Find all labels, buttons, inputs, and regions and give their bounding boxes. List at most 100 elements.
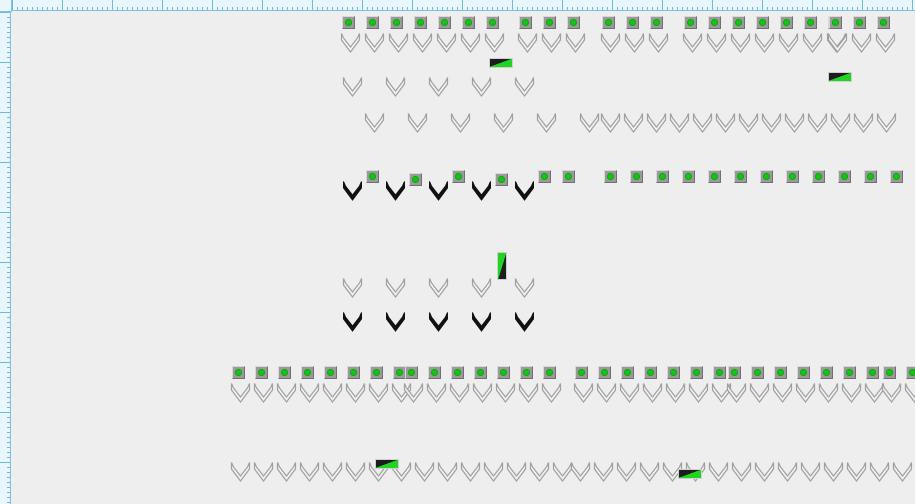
chevron-down-outline-icon[interactable] <box>593 461 614 483</box>
green-indicator-button-icon[interactable] <box>708 170 721 183</box>
chevron-down-outline-icon[interactable] <box>276 461 297 483</box>
chevron-down-filled-icon[interactable] <box>514 180 535 202</box>
chevron-down-outline-icon[interactable] <box>529 461 550 483</box>
chevron-down-outline-icon[interactable] <box>364 32 385 54</box>
chevron-down-outline-icon[interactable] <box>460 32 481 54</box>
chevron-down-outline-icon[interactable] <box>276 382 297 404</box>
green-indicator-button-icon[interactable] <box>797 366 810 379</box>
chevron-down-outline-icon[interactable] <box>345 461 366 483</box>
horizontal-ruler[interactable] <box>0 0 915 11</box>
green-indicator-button-icon[interactable] <box>452 170 465 183</box>
green-indicator-button-icon[interactable] <box>366 170 379 183</box>
green-indicator-button-icon[interactable] <box>278 366 291 379</box>
chevron-down-outline-icon[interactable] <box>460 461 481 483</box>
chevron-down-outline-icon[interactable] <box>619 382 640 404</box>
chevron-down-outline-icon[interactable] <box>414 461 435 483</box>
chevron-down-outline-icon[interactable] <box>368 382 389 404</box>
chevron-down-outline-icon[interactable] <box>682 32 703 54</box>
green-indicator-button-icon[interactable] <box>751 366 764 379</box>
gradient-bar-horizontal-icon[interactable] <box>375 459 399 469</box>
chevron-down-outline-icon[interactable] <box>864 382 885 404</box>
chevron-down-outline-icon[interactable] <box>388 32 409 54</box>
green-indicator-button-icon[interactable] <box>370 366 383 379</box>
chevron-down-outline-icon[interactable] <box>669 112 690 134</box>
chevron-down-outline-icon[interactable] <box>711 382 732 404</box>
chevron-down-outline-icon[interactable] <box>518 382 539 404</box>
chevron-down-filled-icon[interactable] <box>471 311 492 333</box>
chevron-down-outline-icon[interactable] <box>904 382 915 404</box>
chevron-down-outline-icon[interactable] <box>738 112 759 134</box>
chevron-down-filled-icon[interactable] <box>428 180 449 202</box>
chevron-down-outline-icon[interactable] <box>322 461 343 483</box>
chevron-down-outline-icon[interactable] <box>407 112 428 134</box>
green-indicator-button-icon[interactable] <box>538 170 551 183</box>
green-indicator-button-icon[interactable] <box>644 366 657 379</box>
chevron-down-outline-icon[interactable] <box>616 461 637 483</box>
green-indicator-button-icon[interactable] <box>462 16 475 29</box>
chevron-down-outline-icon[interactable] <box>876 112 897 134</box>
green-indicator-button-icon[interactable] <box>301 366 314 379</box>
green-indicator-button-icon[interactable] <box>734 170 747 183</box>
chevron-down-outline-icon[interactable] <box>818 382 839 404</box>
green-indicator-button-icon[interactable] <box>486 16 499 29</box>
green-indicator-button-icon[interactable] <box>366 16 379 29</box>
green-indicator-button-icon[interactable] <box>414 16 427 29</box>
chevron-down-outline-icon[interactable] <box>623 112 644 134</box>
chevron-down-outline-icon[interactable] <box>450 112 471 134</box>
canvas-drawing-area[interactable] <box>12 12 915 504</box>
chevron-down-outline-icon[interactable] <box>881 382 902 404</box>
gradient-bar-vertical-icon[interactable] <box>497 252 507 280</box>
chevron-down-outline-icon[interactable] <box>851 32 872 54</box>
green-indicator-button-icon[interactable] <box>520 366 533 379</box>
green-indicator-button-icon[interactable] <box>866 366 879 379</box>
green-indicator-button-icon[interactable] <box>774 366 787 379</box>
chevron-down-outline-icon[interactable] <box>428 76 449 98</box>
chevron-down-outline-icon[interactable] <box>322 382 343 404</box>
chevron-down-outline-icon[interactable] <box>565 32 586 54</box>
green-indicator-button-icon[interactable] <box>690 366 703 379</box>
chevron-down-outline-icon[interactable] <box>648 32 669 54</box>
chevron-down-outline-icon[interactable] <box>495 382 516 404</box>
green-indicator-button-icon[interactable] <box>562 170 575 183</box>
chevron-down-filled-icon[interactable] <box>342 311 363 333</box>
green-indicator-button-icon[interactable] <box>543 16 556 29</box>
chevron-down-outline-icon[interactable] <box>688 382 709 404</box>
chevron-down-outline-icon[interactable] <box>493 112 514 134</box>
chevron-down-outline-icon[interactable] <box>754 461 775 483</box>
green-indicator-button-icon[interactable] <box>575 366 588 379</box>
green-indicator-button-icon[interactable] <box>604 170 617 183</box>
chevron-down-outline-icon[interactable] <box>299 382 320 404</box>
chevron-down-outline-icon[interactable] <box>428 277 449 299</box>
green-indicator-button-icon[interactable] <box>829 16 842 29</box>
chevron-down-outline-icon[interactable] <box>706 32 727 54</box>
green-indicator-button-icon[interactable] <box>682 170 695 183</box>
green-indicator-button-icon[interactable] <box>438 16 451 29</box>
chevron-down-outline-icon[interactable] <box>472 382 493 404</box>
chevron-down-outline-icon[interactable] <box>364 112 385 134</box>
green-indicator-button-icon[interactable] <box>598 366 611 379</box>
chevron-down-outline-icon[interactable] <box>342 76 363 98</box>
chevron-down-outline-icon[interactable] <box>730 32 751 54</box>
chevron-down-outline-icon[interactable] <box>807 112 828 134</box>
green-indicator-button-icon[interactable] <box>853 16 866 29</box>
green-indicator-button-icon[interactable] <box>543 366 556 379</box>
gradient-bar-horizontal-icon[interactable] <box>828 72 852 82</box>
green-indicator-button-icon[interactable] <box>713 366 726 379</box>
chevron-down-filled-icon[interactable] <box>342 180 363 202</box>
green-indicator-button-icon[interactable] <box>621 366 634 379</box>
chevron-down-outline-icon[interactable] <box>784 112 805 134</box>
green-indicator-button-icon[interactable] <box>864 170 877 183</box>
chevron-down-outline-icon[interactable] <box>541 32 562 54</box>
green-indicator-button-icon[interactable] <box>630 170 643 183</box>
gradient-bar-horizontal-icon[interactable] <box>678 469 702 479</box>
chevron-down-outline-icon[interactable] <box>875 32 896 54</box>
green-indicator-button-icon[interactable] <box>877 16 890 29</box>
green-indicator-button-icon[interactable] <box>780 16 793 29</box>
gradient-bar-horizontal-icon[interactable] <box>489 58 513 68</box>
green-indicator-button-icon[interactable] <box>732 16 745 29</box>
green-indicator-button-icon[interactable] <box>728 366 741 379</box>
green-indicator-button-icon[interactable] <box>342 16 355 29</box>
chevron-down-outline-icon[interactable] <box>403 382 424 404</box>
green-indicator-button-icon[interactable] <box>324 366 337 379</box>
chevron-down-filled-icon[interactable] <box>428 311 449 333</box>
